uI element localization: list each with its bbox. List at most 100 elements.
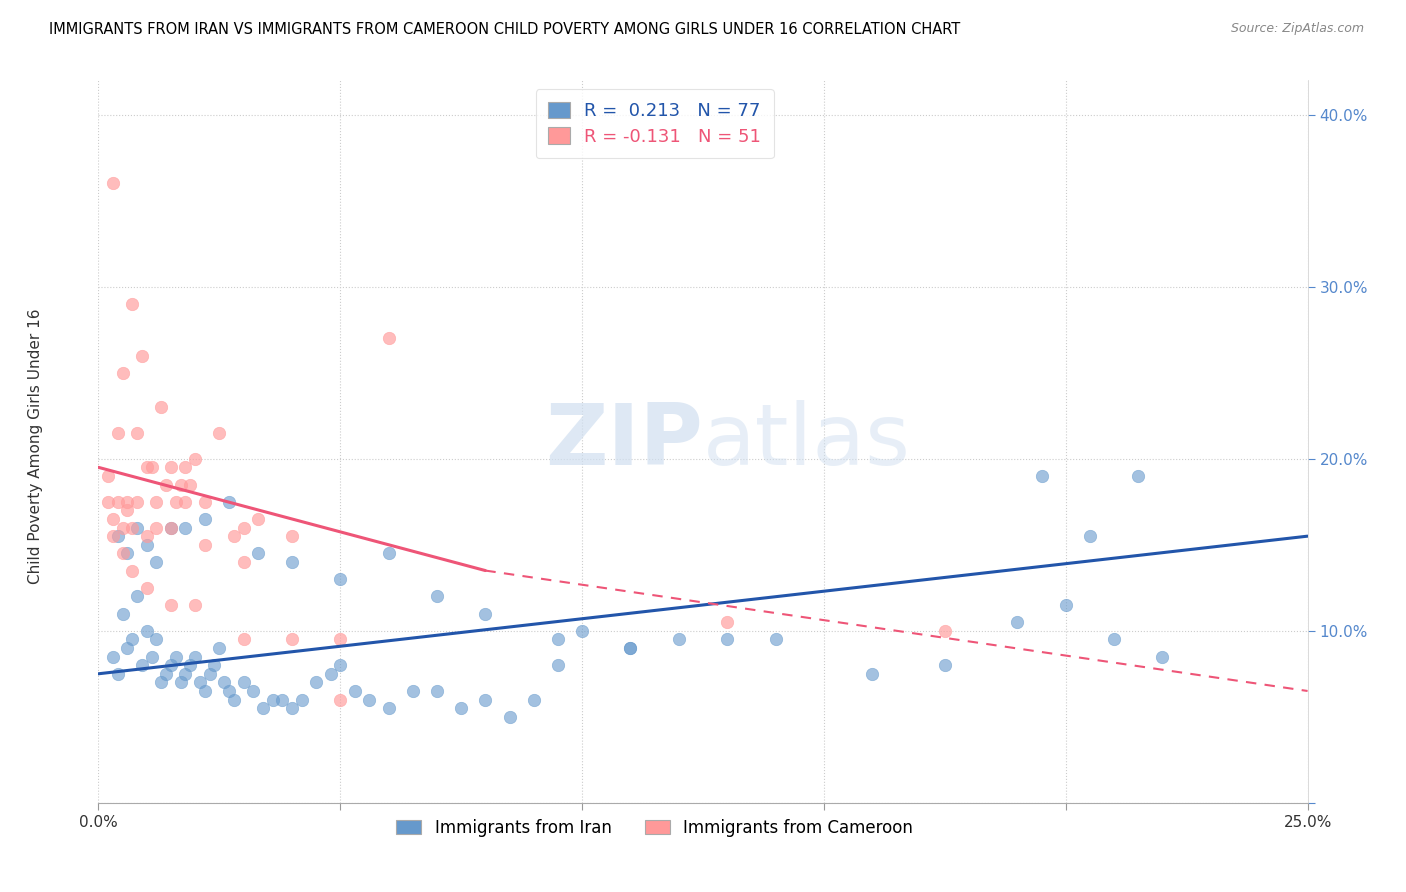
Point <box>111 366 134 380</box>
Point <box>155 477 177 491</box>
Point <box>242 684 264 698</box>
Point <box>145 494 167 508</box>
Point <box>1078 529 1101 543</box>
Point <box>160 520 183 534</box>
Point <box>1007 615 1029 630</box>
Point <box>155 666 177 681</box>
Point <box>184 598 207 612</box>
Point <box>474 692 496 706</box>
Point <box>571 624 593 638</box>
Point <box>107 529 129 543</box>
Point <box>107 425 129 440</box>
Point <box>141 460 163 475</box>
Point <box>174 666 197 681</box>
Point <box>135 624 157 638</box>
Point <box>135 581 157 595</box>
Point <box>247 546 270 560</box>
Point <box>174 460 197 475</box>
Point <box>127 520 149 534</box>
Point <box>117 546 139 560</box>
Point <box>179 658 201 673</box>
Point <box>145 632 167 647</box>
Point <box>198 666 221 681</box>
Point <box>305 675 328 690</box>
Point <box>208 640 231 655</box>
Point <box>127 494 149 508</box>
Point <box>343 684 366 698</box>
Point <box>860 666 883 681</box>
Point <box>184 649 207 664</box>
Point <box>232 520 254 534</box>
Point <box>127 590 149 604</box>
Point <box>169 675 191 690</box>
Point <box>184 451 207 466</box>
Point <box>165 494 187 508</box>
Text: atlas: atlas <box>703 400 911 483</box>
Point <box>101 177 124 191</box>
Point <box>101 529 124 543</box>
Point <box>135 460 157 475</box>
Point <box>121 632 143 647</box>
Point <box>145 555 167 569</box>
Point <box>262 692 284 706</box>
Point <box>329 572 352 586</box>
Point <box>160 460 183 475</box>
Point <box>716 615 738 630</box>
Point <box>121 297 143 311</box>
Point <box>232 555 254 569</box>
Point <box>377 331 399 345</box>
Point <box>188 675 211 690</box>
Point <box>111 546 134 560</box>
Point <box>160 598 183 612</box>
Point <box>218 494 240 508</box>
Point <box>204 658 226 673</box>
Point <box>107 494 129 508</box>
Point <box>179 477 201 491</box>
Point <box>145 520 167 534</box>
Point <box>174 494 197 508</box>
Point <box>97 469 120 483</box>
Point <box>523 692 546 706</box>
Point <box>150 400 173 414</box>
Point <box>117 494 139 508</box>
Point <box>281 555 304 569</box>
Point <box>160 658 183 673</box>
Point <box>1102 632 1125 647</box>
Point <box>135 538 157 552</box>
Point <box>208 425 231 440</box>
Point <box>934 658 956 673</box>
Point <box>271 692 294 706</box>
Point <box>121 564 143 578</box>
Point <box>111 607 134 621</box>
Text: Child Poverty Among Girls Under 16: Child Poverty Among Girls Under 16 <box>28 309 42 583</box>
Point <box>127 425 149 440</box>
Point <box>232 675 254 690</box>
Point <box>107 666 129 681</box>
Point <box>111 520 134 534</box>
Text: ZIP: ZIP <box>546 400 703 483</box>
Point <box>619 640 641 655</box>
Point <box>121 520 143 534</box>
Point <box>101 649 124 664</box>
Point <box>450 701 472 715</box>
Point <box>117 503 139 517</box>
Point <box>252 701 274 715</box>
Point <box>426 684 449 698</box>
Point <box>547 658 569 673</box>
Point <box>218 684 240 698</box>
Point <box>97 494 120 508</box>
Point <box>194 684 217 698</box>
Point <box>281 529 304 543</box>
Point <box>281 632 304 647</box>
Point <box>329 632 352 647</box>
Point <box>117 640 139 655</box>
Point <box>247 512 270 526</box>
Text: IMMIGRANTS FROM IRAN VS IMMIGRANTS FROM CAMEROON CHILD POVERTY AMONG GIRLS UNDER: IMMIGRANTS FROM IRAN VS IMMIGRANTS FROM … <box>49 22 960 37</box>
Point <box>101 512 124 526</box>
Point <box>474 607 496 621</box>
Point <box>1054 598 1077 612</box>
Point <box>547 632 569 647</box>
Point <box>377 701 399 715</box>
Point <box>668 632 690 647</box>
Text: Source: ZipAtlas.com: Source: ZipAtlas.com <box>1230 22 1364 36</box>
